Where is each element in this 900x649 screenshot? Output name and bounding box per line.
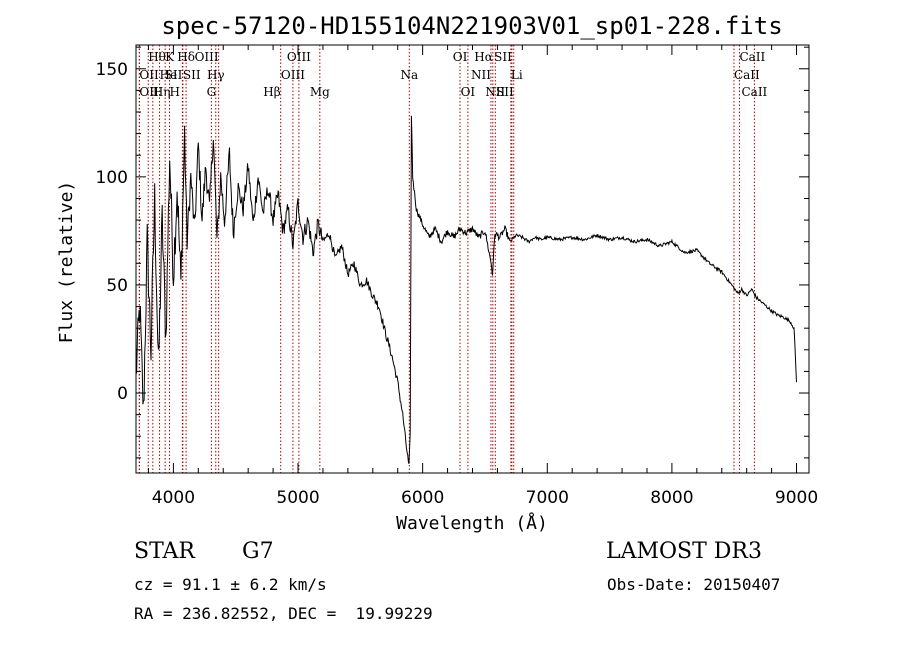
y-tick-label-0: 0	[117, 384, 128, 404]
line-label-18: CaII	[734, 68, 760, 82]
line-label-23: Hβ	[263, 85, 280, 99]
line-label-25: OI	[461, 85, 476, 99]
axis-tick-labels: 4000 5000 6000 7000 8000 9000 0 50 100 150	[96, 60, 819, 508]
flux-series-group	[135, 115, 797, 464]
x-tick-label-1: 5000	[276, 488, 319, 508]
line-label-14: OIII	[281, 68, 305, 82]
subclass: G7	[242, 539, 274, 564]
flux-series-0	[135, 115, 797, 464]
line-label-2: Hδ	[177, 50, 195, 64]
x-tick-label-2: 6000	[401, 488, 444, 508]
object-class: STAR	[134, 539, 195, 564]
coordinates: RA = 236.82552, DEC = 19.99229	[134, 604, 433, 623]
plot-frame	[135, 44, 810, 474]
line-label-15: Na	[400, 68, 418, 82]
redshift-value: cz = 91.1 ± 6.2 km/s	[134, 575, 327, 594]
line-label-8: CaII	[739, 50, 765, 64]
line-label-26: NII	[485, 85, 505, 99]
observation-date: Obs-Date: 20150407	[607, 575, 781, 594]
x-axis-label: Wavelength (Å)	[396, 512, 548, 534]
line-label-17: Li	[511, 68, 523, 82]
line-label-3: OIII	[195, 50, 219, 64]
x-tick-label-0: 4000	[152, 488, 195, 508]
chart-title: spec-57120-HD155104N221903V01_sp01-228.f…	[161, 12, 782, 40]
line-label-16: NII	[471, 68, 491, 82]
emission-line-markers	[138, 45, 755, 473]
line-label-27: SII	[496, 85, 514, 99]
survey-name: LAMOST DR3	[606, 539, 762, 564]
y-tick-label-2: 100	[96, 168, 128, 188]
line-label-28: CaII	[741, 85, 767, 99]
line-label-10: He	[160, 68, 178, 82]
line-label-6: Hα	[474, 50, 493, 64]
line-label-0: Hθ	[148, 50, 166, 64]
line-label-22: G	[207, 85, 217, 99]
x-tick-label-4: 8000	[650, 488, 693, 508]
line-label-9: OII	[139, 68, 159, 82]
y-tick-label-3: 150	[96, 60, 128, 80]
line-label-7: SII	[494, 50, 512, 64]
line-label-4: OIII	[287, 50, 311, 64]
line-label-24: Mg	[310, 85, 330, 99]
line-label-12: SII	[183, 68, 201, 82]
line-label-5: OI	[453, 50, 468, 64]
axis-ticks	[136, 45, 809, 473]
y-tick-label-1: 50	[106, 276, 128, 296]
line-label-19: OII	[139, 85, 159, 99]
line-label-1: K	[165, 50, 175, 64]
line-label-20: Hη	[153, 85, 171, 99]
line-label-13: Hγ	[207, 68, 225, 82]
x-tick-label-3: 7000	[526, 488, 569, 508]
y-axis-label: Flux (relative)	[56, 181, 77, 344]
line-label-11: SII	[165, 68, 183, 82]
x-tick-label-5: 9000	[775, 488, 818, 508]
line-label-21: H	[170, 85, 180, 99]
